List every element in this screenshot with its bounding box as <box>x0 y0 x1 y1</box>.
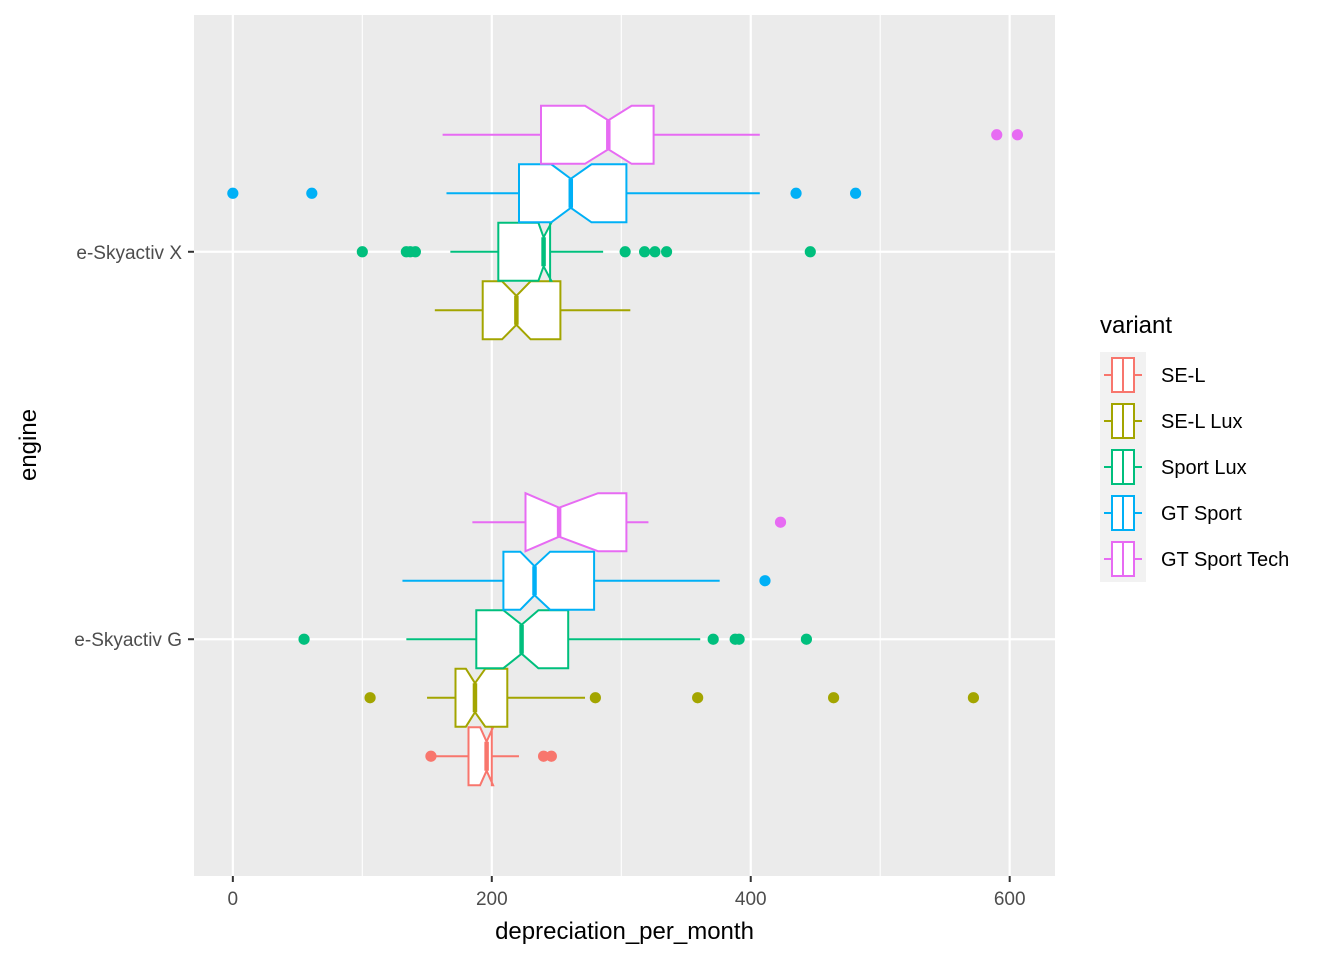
x-tick-label: 0 <box>228 889 239 910</box>
outlier-point <box>409 246 421 258</box>
outlier-point <box>707 633 719 645</box>
legend-label: GT Sport Tech <box>1161 549 1289 571</box>
legend-label: SE-L Lux <box>1161 411 1243 433</box>
outlier-point <box>733 633 745 645</box>
legend-item-sport-lux: Sport Lux <box>1100 444 1247 490</box>
y-tick-label: e-Skyactiv G <box>74 630 182 651</box>
y-axis-title: engine <box>15 409 42 481</box>
box-e-skyactiv-x-sport-lux <box>356 221 816 282</box>
box-e-skyactiv-g-sport-lux <box>298 609 813 670</box>
box-body <box>540 104 655 165</box>
outlier-point <box>537 750 550 762</box>
outlier-point <box>227 187 239 199</box>
legend-label: SE-L <box>1161 365 1205 387</box>
outlier-point <box>356 246 368 258</box>
x-tick-label: 400 <box>735 889 767 910</box>
x-axis-title: depreciation_per_month <box>495 918 754 945</box>
legend-item-gt-sport: GT Sport <box>1100 490 1242 536</box>
outlier-point <box>649 246 661 258</box>
outlier-point <box>619 246 631 258</box>
outlier-point <box>425 750 437 762</box>
boxes <box>227 104 1024 787</box>
outlier-point <box>545 750 557 762</box>
outlier-point <box>692 692 704 704</box>
box-e-skyactiv-g-se-l-lux <box>364 667 980 728</box>
outlier-point <box>298 633 310 645</box>
box-e-skyactiv-g-gt-sport-tech <box>472 491 787 553</box>
outlier-point <box>364 692 376 704</box>
box-body <box>481 280 562 341</box>
outlier-point <box>1011 129 1024 141</box>
box-e-skyactiv-x-se-l-lux <box>434 280 631 341</box>
outlier-point <box>967 692 980 704</box>
x-tick-label: 600 <box>994 889 1026 910</box>
legend-item-se-l-lux: SE-L Lux <box>1100 398 1243 444</box>
outlier-point <box>774 516 787 528</box>
outlier-point <box>638 246 651 258</box>
box-e-skyactiv-x-gt-sport-tech <box>442 104 1024 165</box>
legend-title: variant <box>1100 312 1172 339</box>
y-tick-label: e-Skyactiv X <box>76 243 182 264</box>
box-body <box>467 726 495 787</box>
outlier-point <box>804 246 816 258</box>
box-e-skyactiv-g-se-l <box>425 726 557 787</box>
box-e-skyactiv-g-gt-sport <box>402 550 771 611</box>
x-tick-label: 200 <box>476 889 508 910</box>
outlier-point <box>850 187 862 199</box>
legend-label: GT Sport <box>1161 503 1242 525</box>
outlier-point <box>660 246 673 258</box>
outlier-point <box>800 633 813 645</box>
outlier-point <box>991 129 1003 141</box>
box-body <box>502 550 596 611</box>
box-body <box>524 491 628 553</box>
box-body <box>497 221 553 282</box>
legend-label: Sport Lux <box>1161 457 1247 479</box>
x-axis: 0 200 400 600 <box>228 876 1026 910</box>
outlier-point <box>790 187 802 199</box>
box-e-skyactiv-x-gt-sport <box>227 163 862 224</box>
legend-item-se-l: SE-L <box>1100 352 1205 398</box>
legend: variant SE-L SE-L Lux Sport Lux GT Sport GT … <box>1100 312 1289 582</box>
box-body <box>454 667 509 728</box>
outlier-point <box>759 575 771 587</box>
outlier-point <box>306 187 318 199</box>
legend-item-gt-sport-tech: GT Sport Tech <box>1100 536 1289 582</box>
y-axis: e-Skyactiv G e-Skyactiv X <box>74 243 194 651</box>
outlier-point <box>828 692 840 704</box>
outlier-point <box>589 692 601 704</box>
